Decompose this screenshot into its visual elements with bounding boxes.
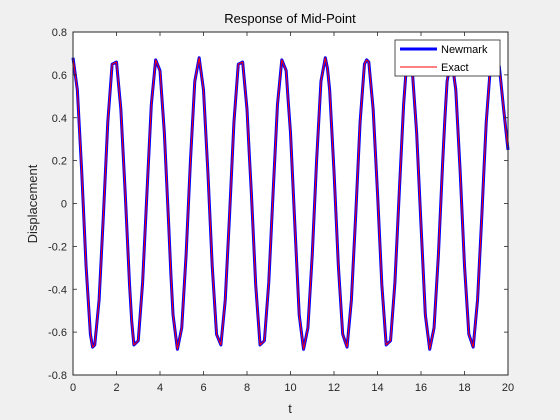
x-tick-label: 20 xyxy=(502,382,514,394)
x-tick-label: 0 xyxy=(70,382,76,394)
x-axis: 0 2 4 6 8 10 12 14 16 18 20 xyxy=(70,32,514,394)
y-tick-label: -0.6 xyxy=(48,327,67,339)
series-layer xyxy=(71,56,510,351)
x-tick-label: 8 xyxy=(244,382,250,394)
x-tick-label: 6 xyxy=(200,382,206,394)
x-tick-label: 12 xyxy=(328,382,340,394)
chart-title: Response of Mid-Point xyxy=(224,11,356,26)
y-tick-label: 0.8 xyxy=(52,27,67,39)
y-tick-label: 0.2 xyxy=(52,156,67,168)
x-tick-label: 2 xyxy=(113,382,119,394)
series-line-exact xyxy=(72,57,509,350)
y-tick-label: -0.2 xyxy=(48,241,67,253)
x-tick-label: 16 xyxy=(415,382,427,394)
x-tick-label: 18 xyxy=(458,382,470,394)
legend-label-newmark: Newmark xyxy=(441,44,488,56)
y-tick-label: -0.4 xyxy=(48,284,67,296)
y-tick-label: 0 xyxy=(61,199,67,211)
y-tick-label: 0.6 xyxy=(52,70,67,82)
y-tick-label: -0.8 xyxy=(48,370,67,382)
legend-label-exact: Exact xyxy=(441,62,469,74)
x-tick-label: 4 xyxy=(157,382,163,394)
x-tick-label: 14 xyxy=(371,382,383,394)
legend-box xyxy=(394,39,501,77)
y-tick-label: 0.4 xyxy=(52,113,67,125)
x-tick-label: 10 xyxy=(284,382,296,394)
x-axis-label: t xyxy=(288,401,292,416)
y-axis-label: Displacement xyxy=(25,164,40,243)
y-axis: -0.8 -0.6 -0.4 -0.2 0 0.2 0.4 0.6 0.8 xyxy=(48,27,508,382)
legend: Newmark Exact xyxy=(394,39,501,77)
